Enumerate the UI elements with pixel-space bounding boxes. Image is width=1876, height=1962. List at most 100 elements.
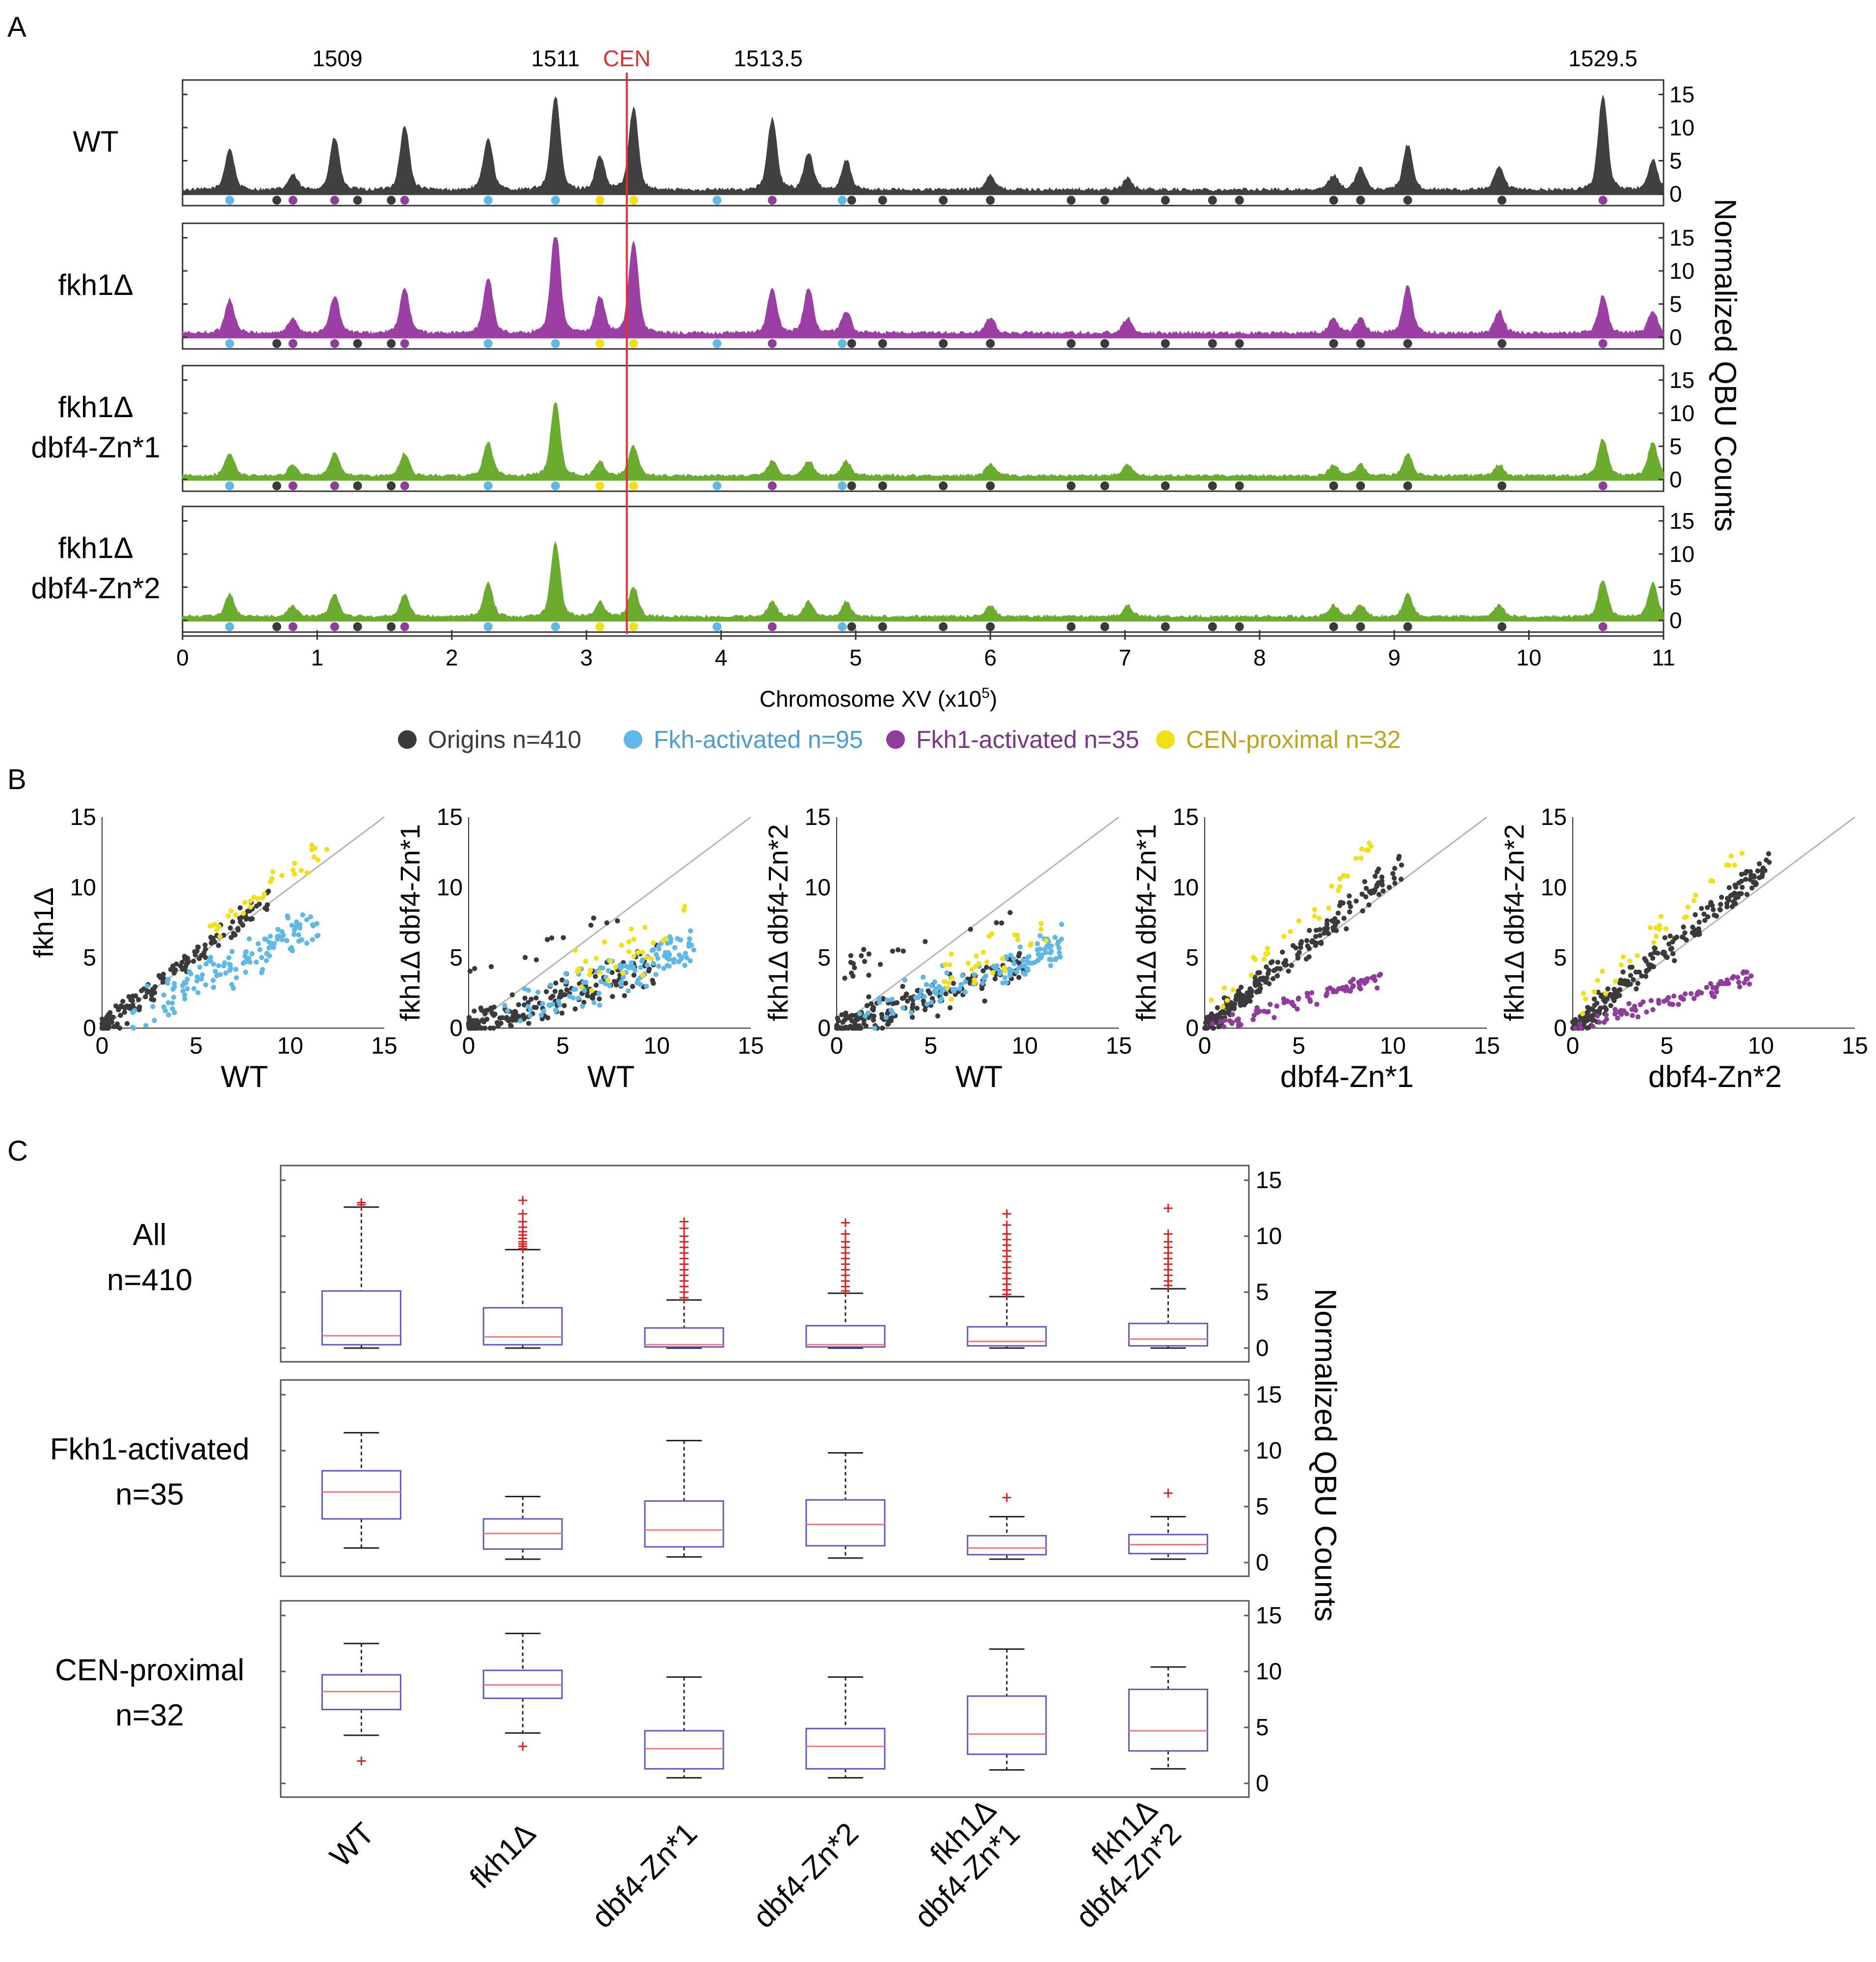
origin-dot-origin [878, 481, 887, 490]
origin-dot-origin [1329, 481, 1338, 490]
scatter-point-cen [1732, 862, 1737, 868]
scatter-point-cen [1583, 996, 1588, 1002]
x-tick-label: 10 [1748, 1033, 1774, 1059]
scatter-point-fkh [872, 1025, 877, 1031]
scatter-point-cen [1684, 914, 1689, 920]
scatter-point-origin [1203, 1024, 1209, 1030]
scatter-point-fkh [279, 929, 285, 934]
legend-label: Fkh1-activated n=35 [916, 726, 1139, 753]
box-0 [321, 1198, 401, 1349]
scatter-point-fkh [908, 1010, 914, 1015]
origin-dot-fkh1 [288, 622, 297, 631]
scatter-point-origin [1757, 875, 1762, 880]
scatter-point-fkh [933, 991, 939, 996]
scatter-point-fkh [262, 936, 267, 942]
scatter-point-fkh1 [1596, 1019, 1602, 1025]
box-1 [482, 1196, 563, 1349]
origin-dot-fkh1 [767, 622, 777, 631]
scatter-point-fkh [284, 938, 290, 943]
origin-dot-fkh1 [330, 339, 340, 348]
y-tick-label: 10 [437, 875, 463, 901]
origin-dot-origin [1329, 339, 1338, 348]
scatter-point-fkh [314, 933, 320, 939]
scatter-point-fkh [667, 934, 673, 940]
scatter-point-fkh [944, 970, 950, 976]
scatter-point-cen [642, 925, 648, 930]
x-tick-label: 0 [462, 1033, 476, 1059]
outlier-marker [680, 1217, 689, 1226]
scatter-point-origin [1608, 992, 1613, 998]
scatter-plot-0: 00 5 5 10 10 15 15 WT fkh1Δ [28, 804, 397, 1094]
scatter-point-origin [160, 980, 166, 985]
scatter-point-origin [1740, 884, 1745, 890]
origin-dot-fkh [713, 622, 722, 631]
scatter-point-fkh [1017, 944, 1023, 950]
scatter-point-origin [1379, 882, 1385, 888]
scatter-point-fkh [1004, 955, 1009, 961]
scatter-point-origin [1392, 875, 1397, 881]
scatter-point-fkh [548, 982, 554, 988]
scatter-point-origin [1592, 1003, 1597, 1008]
scatter-point-cen [1663, 926, 1669, 931]
legend-marker [624, 730, 642, 749]
scatter-point-cen [1252, 956, 1258, 962]
scatter-point-origin [1674, 934, 1680, 940]
scatter-point-origin [1353, 898, 1359, 904]
box-0 [321, 1432, 401, 1549]
scatter-point-origin [1325, 931, 1331, 936]
scatter-point-fkh [222, 960, 227, 966]
outlier-marker [1002, 1493, 1011, 1502]
origin-dot-cen [595, 481, 605, 490]
scatter-point-fkh [1053, 957, 1058, 962]
scatter-point-origin [1744, 892, 1750, 897]
scatter-point-origin [472, 1019, 478, 1025]
scatter-point-origin [847, 1015, 852, 1021]
scatter-point-origin [552, 988, 558, 994]
track-frame [182, 505, 1665, 633]
scatter-point-origin [1620, 969, 1626, 975]
scatter-point-origin [1017, 951, 1022, 956]
track-signal-area [182, 541, 1664, 621]
origin-dot-fkh [838, 339, 847, 348]
scatter-point-fkh1 [1254, 1005, 1260, 1010]
ytick-label: 5 [1256, 1715, 1269, 1741]
scatter-point-cen [1263, 952, 1268, 957]
scatter-point-cen [1296, 918, 1302, 924]
x-tick-label: 4 [715, 645, 728, 670]
track-label: fkh1Δ [58, 391, 133, 424]
iqr-box [967, 1326, 1047, 1347]
scatter-point-origin [1362, 879, 1368, 884]
scatter-point-origin [589, 995, 595, 1000]
scatter-point-origin [1733, 901, 1738, 906]
scatter-point-cen [228, 908, 234, 914]
scatter-point-origin [871, 1013, 877, 1019]
scatter-point-origin [1719, 895, 1724, 900]
scatter-point-origin [1628, 973, 1634, 978]
scatter-point-fkh [649, 948, 655, 953]
scatter-point-cen [1580, 1011, 1585, 1016]
scatter-point-fkh [651, 960, 656, 966]
scatter-point-origin [1248, 992, 1254, 997]
outlier-marker [841, 1237, 850, 1246]
legend-label: CEN-proximal n=32 [1186, 726, 1401, 753]
scatter-point-cen [1651, 940, 1657, 945]
scatter-point-origin [257, 901, 262, 907]
scatter-point-origin [1726, 897, 1732, 903]
boxplot-frame [280, 1165, 1250, 1363]
x-tick-label: 5 [924, 1033, 937, 1059]
scatter-point-origin [1347, 909, 1352, 915]
scatter-point-origin [925, 988, 931, 994]
legend-label: Fkh-activated n=95 [654, 726, 863, 753]
origin-dot-fkh [551, 481, 560, 490]
scatter-point-fkh [172, 1010, 177, 1015]
legend-marker [1156, 730, 1175, 749]
scatter-point-origin [597, 996, 602, 1002]
scatter-point-origin [564, 987, 570, 993]
scatter-point-fkh1 [1304, 990, 1310, 996]
scatter-point-origin [1633, 969, 1639, 975]
scatter-point-origin [1749, 885, 1755, 891]
scatter-point-origin [1759, 868, 1765, 874]
scatter-point-fkh [960, 973, 965, 979]
scatter-point-origin [861, 1017, 867, 1023]
